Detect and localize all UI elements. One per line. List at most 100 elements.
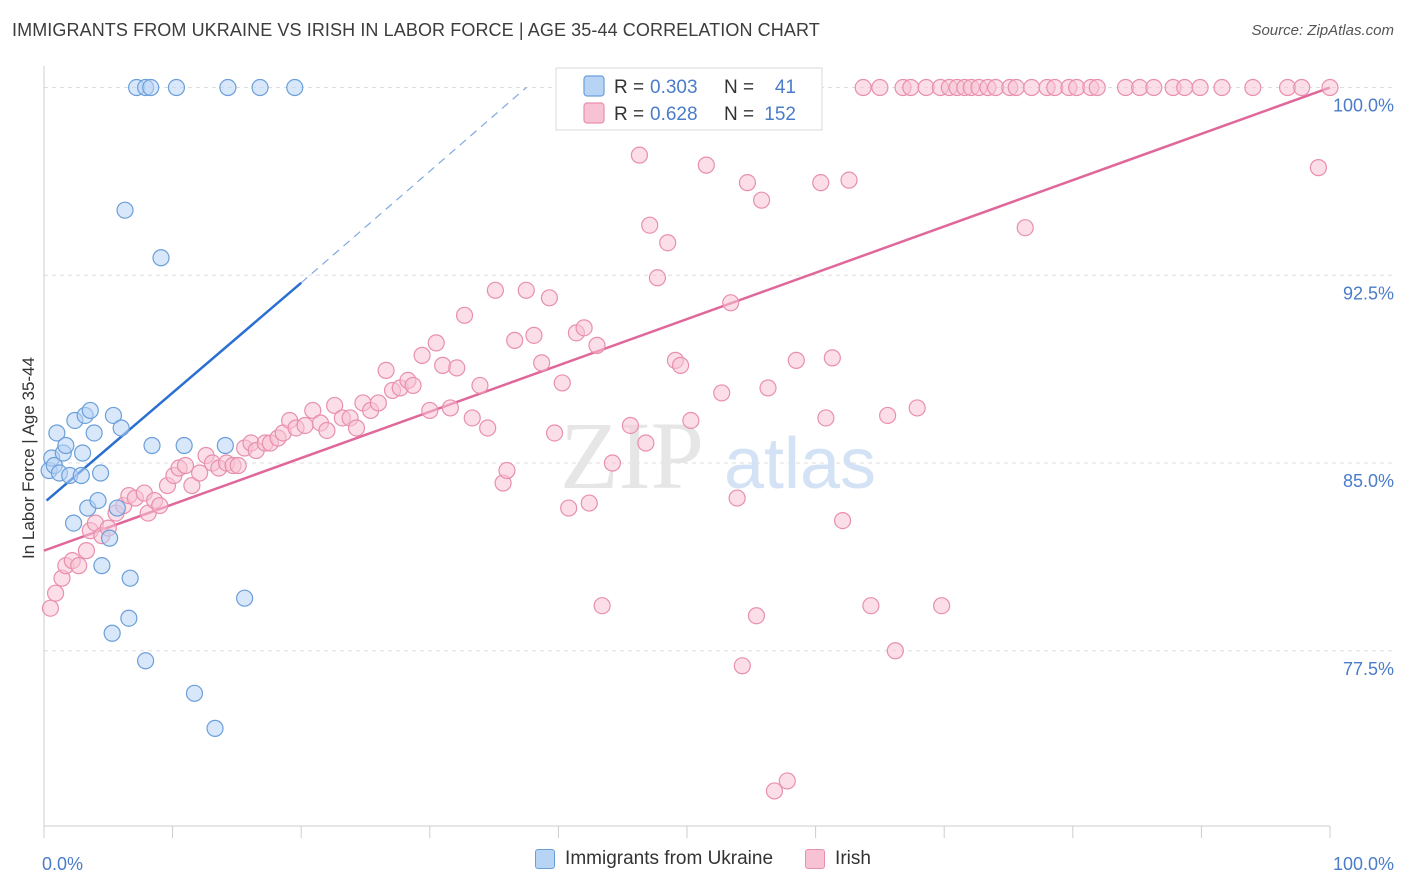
irish-point bbox=[1293, 78, 1311, 97]
irish-point bbox=[840, 171, 858, 189]
irish-point bbox=[648, 269, 667, 287]
stats-n-label: N = bbox=[724, 77, 754, 98]
irish-point bbox=[1007, 78, 1025, 97]
ukraine-point bbox=[103, 624, 121, 642]
irish-point bbox=[369, 394, 387, 412]
irish-point bbox=[812, 174, 830, 192]
irish-point bbox=[933, 597, 951, 615]
irish-point bbox=[637, 434, 655, 452]
stats-r-label: R = bbox=[614, 104, 644, 125]
irish-point bbox=[1213, 78, 1231, 97]
irish-point bbox=[486, 281, 504, 299]
irish-point bbox=[671, 356, 690, 374]
irish-point bbox=[1321, 78, 1339, 97]
irish-point bbox=[580, 494, 598, 512]
ukraine-point bbox=[152, 249, 170, 267]
irish-point bbox=[588, 336, 606, 354]
irish-point bbox=[296, 416, 314, 435]
x-tick-label: 0.0% bbox=[42, 854, 83, 874]
irish-point bbox=[1176, 78, 1194, 97]
irish-point bbox=[517, 281, 535, 299]
y-tick-label: 85.0% bbox=[1343, 471, 1394, 491]
ukraine-point bbox=[142, 78, 160, 97]
irish-point bbox=[630, 146, 649, 164]
irish-point bbox=[77, 542, 96, 560]
irish-point bbox=[191, 464, 209, 482]
legend-item-irish: Irish bbox=[805, 848, 871, 870]
irish-point bbox=[498, 461, 516, 480]
stats-r-value-ukraine: 0.303 bbox=[650, 77, 698, 98]
irish-point bbox=[347, 419, 366, 437]
irish-point bbox=[738, 174, 757, 192]
irish-point bbox=[176, 456, 195, 475]
irish-point bbox=[752, 191, 771, 209]
ukraine-point bbox=[64, 514, 83, 532]
irish-point bbox=[46, 584, 65, 602]
ukraine-point bbox=[236, 589, 254, 607]
irish-point bbox=[560, 499, 578, 517]
irish-point bbox=[413, 346, 431, 364]
irish-point bbox=[823, 349, 841, 367]
ukraine-point bbox=[104, 406, 123, 425]
stats-legend: R = 0.303 N = 41 R = 0.628 N = 152 bbox=[555, 67, 823, 131]
ukraine-point bbox=[116, 201, 134, 219]
irish-point bbox=[879, 406, 897, 425]
irish-point bbox=[778, 772, 796, 790]
series-legend: Immigrants from Ukraine Irish bbox=[0, 848, 1406, 870]
irish-point bbox=[326, 396, 344, 415]
irish-point bbox=[545, 424, 564, 442]
axes: 0.0% 100.0% 77.5% 85.0% 92.5% 100.0% bbox=[42, 66, 1394, 874]
ukraine-point bbox=[120, 609, 138, 627]
ukraine-point bbox=[100, 529, 119, 547]
irish-point bbox=[377, 361, 395, 379]
irish-point bbox=[506, 331, 524, 349]
stats-swatch-ukraine bbox=[583, 75, 605, 97]
irish-point bbox=[553, 374, 571, 392]
irish-point bbox=[471, 376, 489, 395]
irish-point bbox=[733, 657, 751, 675]
ukraine-point bbox=[175, 436, 193, 455]
irish-point bbox=[817, 409, 835, 427]
legend-label-irish: Irish bbox=[835, 848, 871, 869]
irish-point bbox=[603, 454, 622, 472]
ukraine-point bbox=[93, 557, 111, 575]
irish-point bbox=[854, 78, 872, 97]
irish-point bbox=[593, 597, 611, 615]
irish-point bbox=[659, 234, 677, 252]
irish-point bbox=[871, 78, 889, 97]
legend-item-ukraine: Immigrants from Ukraine bbox=[535, 848, 773, 870]
irish-point bbox=[575, 319, 593, 337]
trend-lines bbox=[43, 86, 1331, 552]
irish-point bbox=[765, 782, 784, 800]
ukraine-point bbox=[85, 424, 103, 442]
ukraine-trend-line bbox=[45, 281, 303, 502]
irish-point bbox=[404, 376, 422, 395]
legend-label-ukraine: Immigrants from Ukraine bbox=[565, 848, 774, 869]
irish-point bbox=[441, 399, 459, 417]
irish-point bbox=[908, 399, 926, 417]
irish-point bbox=[641, 216, 659, 234]
ukraine-point bbox=[136, 652, 155, 670]
ukraine-point bbox=[286, 78, 304, 97]
irish-point bbox=[427, 334, 445, 352]
y-tick-label: 92.5% bbox=[1343, 283, 1394, 303]
irish-point bbox=[455, 306, 474, 324]
irish-point bbox=[183, 476, 201, 495]
irish-point bbox=[728, 489, 746, 507]
y-axis-label: In Labor Force | Age 35-44 bbox=[19, 357, 38, 559]
irish-point bbox=[421, 401, 439, 420]
irish-point bbox=[697, 156, 715, 174]
stats-r-label: R = bbox=[614, 77, 644, 98]
ukraine-point bbox=[72, 466, 90, 485]
ukraine-point bbox=[206, 719, 224, 737]
ukraine-point bbox=[219, 78, 237, 97]
ukraine-point bbox=[112, 419, 130, 437]
irish-point bbox=[1191, 78, 1209, 97]
irish-point bbox=[70, 557, 88, 575]
ukraine-trend-extension bbox=[300, 87, 527, 284]
irish-point bbox=[902, 78, 920, 97]
irish-point bbox=[759, 379, 777, 397]
irish-point bbox=[525, 326, 543, 344]
irish-point bbox=[479, 419, 497, 437]
